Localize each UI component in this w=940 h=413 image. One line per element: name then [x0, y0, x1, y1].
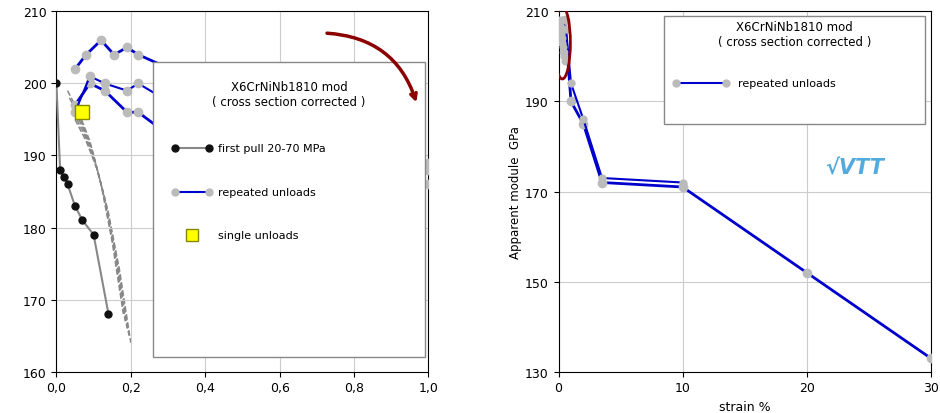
FancyBboxPatch shape — [664, 17, 925, 125]
X-axis label: strain %: strain % — [719, 400, 771, 413]
Text: X6CrNiNb1810 mod
( cross section corrected ): X6CrNiNb1810 mod ( cross section correct… — [717, 21, 870, 49]
Text: single unloads: single unloads — [218, 230, 299, 240]
Text: √VTT: √VTT — [825, 158, 885, 178]
Text: X6CrNiNb1810 mod
( cross section corrected ): X6CrNiNb1810 mod ( cross section correct… — [212, 81, 366, 109]
Text: repeated unloads: repeated unloads — [739, 79, 837, 89]
Text: repeated unloads: repeated unloads — [218, 187, 316, 197]
FancyBboxPatch shape — [153, 63, 425, 357]
Text: first pull 20-70 MPa: first pull 20-70 MPa — [218, 144, 326, 154]
Y-axis label: Apparent module  GPa: Apparent module GPa — [509, 126, 523, 258]
